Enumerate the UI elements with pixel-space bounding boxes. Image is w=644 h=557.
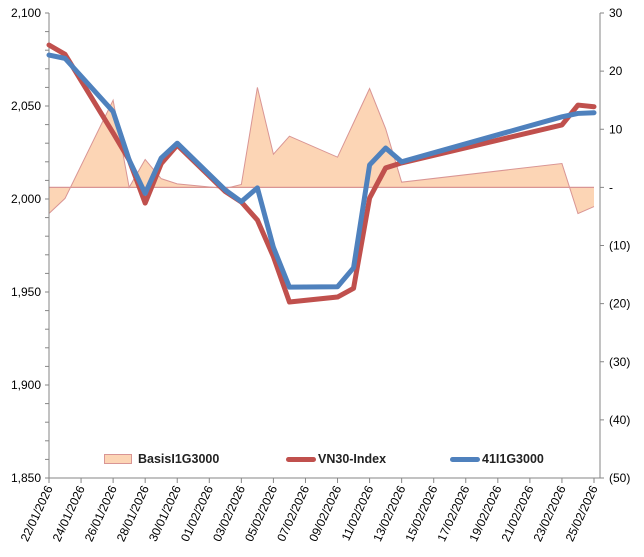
vn30-point xyxy=(353,287,355,289)
41i1g3000-point xyxy=(401,161,403,163)
legend-label-41i1g3000: 41I1G3000 xyxy=(482,452,544,466)
vn30-point xyxy=(369,197,371,199)
vn30-point xyxy=(385,167,387,169)
right-tick-label: 10 xyxy=(609,122,623,136)
right-tick-label: 30 xyxy=(609,6,623,20)
vn30-point xyxy=(64,53,66,55)
left-tick-label: 1,900 xyxy=(11,378,41,392)
legend-item-basis: BasisI1G3000 xyxy=(104,452,219,466)
vn30-point xyxy=(561,124,563,126)
left-tick-label: 2,100 xyxy=(11,6,41,20)
vn30-point xyxy=(288,301,290,303)
legend-swatch-vn30 xyxy=(286,456,316,462)
legend-swatch-41i1g3000 xyxy=(450,456,480,462)
x-tick-label: 25/02/2026 xyxy=(563,483,601,544)
41i1g3000-line xyxy=(46,52,597,290)
41i1g3000-point xyxy=(288,286,290,288)
41i1g3000-point xyxy=(561,116,563,118)
41i1g3000-point xyxy=(385,147,387,149)
right-tick-label: (30) xyxy=(609,355,630,369)
basis-outline xyxy=(48,87,595,215)
vn30-point xyxy=(112,132,114,134)
left-tick-label: 2,000 xyxy=(11,192,41,206)
legend-label-vn30: VN30-Index xyxy=(318,452,387,466)
legend-label-basis: BasisI1G3000 xyxy=(138,452,220,466)
x-tick-label: 11/02/2026 xyxy=(339,483,377,543)
right-tick-label: 20 xyxy=(609,64,623,78)
vn30-point xyxy=(256,219,258,221)
41i1g3000-point xyxy=(272,246,274,248)
41i1g3000-point xyxy=(144,192,146,194)
legend-item-vn30: VN30-Index xyxy=(286,452,386,466)
41i1g3000-point xyxy=(224,189,226,191)
41i1g3000-point xyxy=(369,164,371,166)
vn30-point xyxy=(144,202,146,204)
41i1g3000-point xyxy=(112,111,114,113)
41i1g3000-point xyxy=(128,159,130,161)
left-tick-label: 2,050 xyxy=(11,99,41,113)
left-tick-label: 1,950 xyxy=(11,285,41,299)
41i1g3000-point xyxy=(256,187,258,189)
vn30-point xyxy=(272,256,274,258)
right-tick-label: (10) xyxy=(609,239,630,253)
legend-swatch-basis xyxy=(104,454,132,464)
41i1g3000-point xyxy=(577,112,579,114)
41i1g3000-point xyxy=(240,201,242,203)
right-tick-label: (20) xyxy=(609,297,630,311)
right-tick-label: (40) xyxy=(609,413,630,427)
vn30-point xyxy=(577,104,579,106)
41i1g3000-point xyxy=(160,157,162,159)
41i1g3000-point xyxy=(337,286,339,288)
legend-item-41i1g3000: 41I1G3000 xyxy=(450,452,544,466)
left-tick-label: 1,850 xyxy=(11,471,41,485)
vn30-point xyxy=(593,106,595,108)
right-tick-label: (50) xyxy=(609,471,630,485)
legend: BasisI1G3000 VN30-Index 41I1G3000 xyxy=(0,452,600,468)
right-tick-label: - xyxy=(609,180,613,194)
vn30-point xyxy=(48,44,50,46)
41i1g3000-point xyxy=(176,142,178,144)
41i1g3000-point xyxy=(64,57,66,59)
vn30-point xyxy=(337,296,339,298)
41i1g3000-point xyxy=(593,112,595,114)
41i1g3000-point xyxy=(48,54,50,56)
41i1g3000-point xyxy=(353,267,355,269)
